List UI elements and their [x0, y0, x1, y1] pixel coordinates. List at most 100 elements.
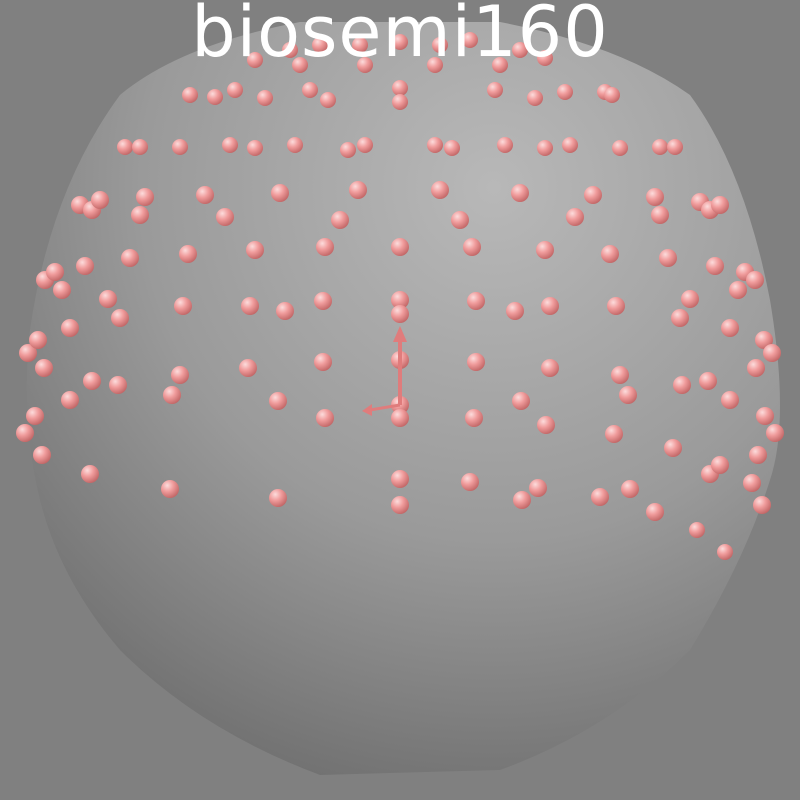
electrode-sphere [717, 544, 733, 560]
electrode-sphere [29, 331, 47, 349]
electrode-sphere [711, 456, 729, 474]
electrode-sphere [131, 206, 149, 224]
electrode-sphere [121, 249, 139, 267]
electrode-sphere [314, 292, 332, 310]
electrode-sphere [646, 503, 664, 521]
electrode-sphere [753, 496, 771, 514]
electrode-sphere [99, 290, 117, 308]
electrode-sphere [612, 140, 628, 156]
electrode-sphere [465, 409, 483, 427]
electrode-sphere [392, 34, 408, 50]
electrode-sphere [541, 359, 559, 377]
electrode-sphere [312, 37, 328, 53]
electrode-sphere [392, 94, 408, 110]
electrode-sphere [651, 206, 669, 224]
electrode-sphere [391, 470, 409, 488]
electrode-sphere [511, 184, 529, 202]
electrode-sphere [621, 480, 639, 498]
electrode-sphere [46, 263, 64, 281]
electrode-sphere [292, 57, 308, 73]
electrode-sphere [33, 446, 51, 464]
electrode-sphere [506, 302, 524, 320]
electrode-sphere [743, 474, 761, 492]
electrode-sphere [451, 211, 469, 229]
electrode-sphere [529, 479, 547, 497]
electrode-sphere [749, 446, 767, 464]
electrode-sphere [541, 297, 559, 315]
electrode-sphere [391, 409, 409, 427]
electrode-sphere [619, 386, 637, 404]
electrode-sphere [427, 137, 443, 153]
electrode-sphere [257, 90, 273, 106]
electrode-sphere [320, 92, 336, 108]
electrode-group [16, 32, 784, 560]
electrode-sphere [611, 366, 629, 384]
electrode-sphere [19, 344, 37, 362]
electrode-sphere [659, 249, 677, 267]
electrode-sphere [513, 491, 531, 509]
electrode-sphere [721, 319, 739, 337]
electrode-sphere [557, 84, 573, 100]
electrode-sphere [182, 87, 198, 103]
electrode-sphere [172, 139, 188, 155]
electrode-sphere [664, 439, 682, 457]
electrode-sphere [512, 42, 528, 58]
electrode-sphere [537, 140, 553, 156]
electrode-sphere [241, 297, 259, 315]
electrode-sphere [527, 90, 543, 106]
electrode-sphere [467, 353, 485, 371]
electrode-sphere [276, 302, 294, 320]
axis-x [369, 403, 401, 412]
electrode-sphere [463, 238, 481, 256]
electrode-sphere [269, 392, 287, 410]
electrode-sphere [117, 139, 133, 155]
electrode-sphere [357, 57, 373, 73]
electrode-sphere [391, 291, 409, 309]
electrode-sphere [282, 42, 298, 58]
axes-glyph [362, 326, 407, 416]
electrode-sphere [763, 344, 781, 362]
electrode-sphere [349, 181, 367, 199]
electrode-sphere [584, 186, 602, 204]
electrode-sphere [604, 87, 620, 103]
page-title: biosemi160 [191, 0, 609, 73]
electrode-sphere [239, 359, 257, 377]
electrode-sphere [601, 245, 619, 263]
electrode-sphere [766, 424, 784, 442]
electrode-sphere [689, 522, 705, 538]
electrode-sphere [667, 139, 683, 155]
electrode-sphere [487, 82, 503, 98]
electrode-sphere [646, 188, 664, 206]
electrode-sphere [607, 297, 625, 315]
electrode-sphere [207, 89, 223, 105]
electrode-sphere [467, 292, 485, 310]
electrode-sphere [91, 191, 109, 209]
electrode-sphere [461, 473, 479, 491]
electrode-sphere [53, 281, 71, 299]
electrode-sphere [756, 407, 774, 425]
electrode-sphere [699, 372, 717, 390]
electrode-sphere [302, 82, 318, 98]
electrode-sphere [227, 82, 243, 98]
electrode-sphere [196, 186, 214, 204]
electrode-sphere [163, 386, 181, 404]
electrode-sphere [83, 372, 101, 390]
electrode-sphere [61, 391, 79, 409]
electrode-sphere [171, 366, 189, 384]
electrode-sphere [222, 137, 238, 153]
electrode-sphere [706, 257, 724, 275]
electrode-sphere [492, 57, 508, 73]
electrode-sphere [671, 309, 689, 327]
electrode-sphere [497, 137, 513, 153]
electrode-sphere [81, 465, 99, 483]
electrode-sphere [287, 137, 303, 153]
electrode-sphere [26, 407, 44, 425]
electrode-sphere [591, 488, 609, 506]
electrode-sphere [391, 496, 409, 514]
electrode-sphere [537, 50, 553, 66]
electrode-sphere [340, 142, 356, 158]
electrode-sphere [136, 188, 154, 206]
electrode-sphere [431, 181, 449, 199]
electrode-sphere [352, 37, 368, 53]
